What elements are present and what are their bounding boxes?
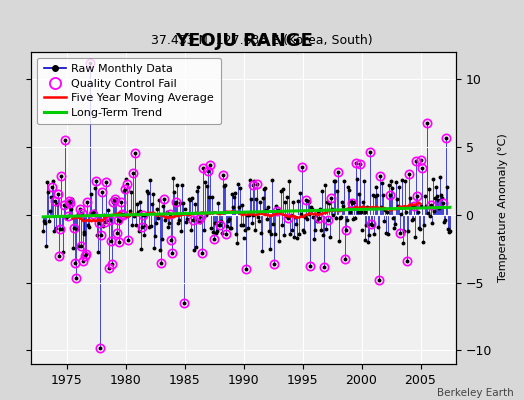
Text: 37.433 N, 127.633 E (Korea, South): 37.433 N, 127.633 E (Korea, South) — [151, 34, 373, 47]
Title: YEOJU RANGE: YEOJU RANGE — [174, 32, 313, 50]
Y-axis label: Temperature Anomaly (°C): Temperature Anomaly (°C) — [497, 134, 508, 282]
Legend: Raw Monthly Data, Quality Control Fail, Five Year Moving Average, Long-Term Tren: Raw Monthly Data, Quality Control Fail, … — [37, 58, 221, 124]
Text: Berkeley Earth: Berkeley Earth — [437, 388, 514, 398]
